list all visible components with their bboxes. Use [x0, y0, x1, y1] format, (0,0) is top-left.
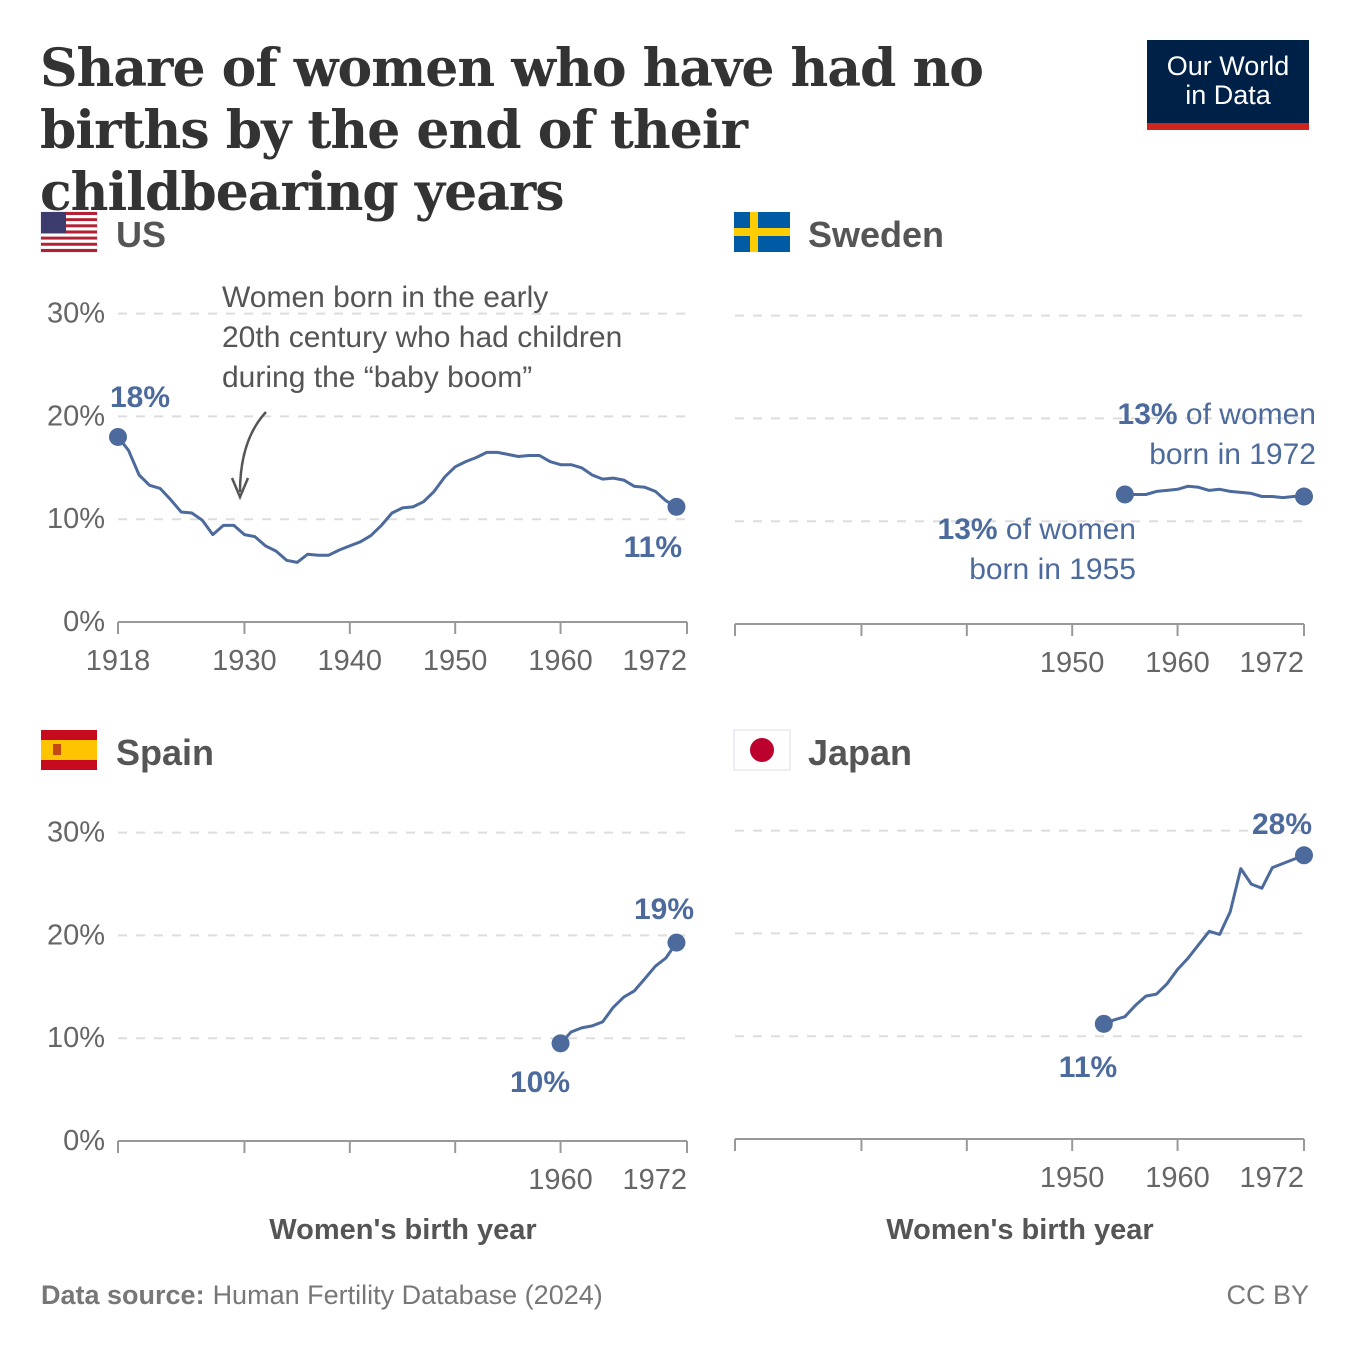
sweden-start-label-line2: born in 1955 — [969, 553, 1136, 586]
panel-japan: 1950 1960 1972 — [734, 829, 1313, 1194]
start-point — [1094, 1014, 1113, 1033]
japan-x-axis-title: Women's birth year — [886, 1214, 1153, 1246]
x-tick-label: 1972 — [622, 645, 687, 677]
x-tick-label: 1960 — [1145, 647, 1210, 679]
annotation-arrowhead-icon — [230, 477, 250, 501]
spain-end-label: 19% — [634, 893, 694, 926]
series-line — [559, 941, 678, 1045]
logo-line-2: in Data — [1185, 80, 1271, 110]
sweden-flag-icon — [734, 212, 790, 252]
japan-flag-icon — [733, 729, 791, 771]
x-tick-label: 1960 — [528, 645, 593, 677]
us-flag-icon — [40, 211, 98, 253]
us-annotation-line-3: during the “baby boom” — [222, 361, 532, 394]
y-tick-label: 20% — [47, 400, 105, 432]
japan-start-label: 11% — [1059, 1051, 1117, 1084]
us-annotation-line-1: Women born in the early — [222, 281, 548, 314]
panel-us: 0% 10% 20% 30% 1918 1930 1940 1950 1960 1972 — [47, 298, 688, 677]
panel-spain: 0% 10% 20% 30% 1960 1972 — [47, 817, 688, 1196]
spain-start-label: 10% — [510, 1066, 570, 1099]
data-source: Data source: Human Fertility Database (20… — [41, 1280, 603, 1310]
sweden-end-label-line2: born in 1972 — [1149, 438, 1316, 471]
sweden-start-pct: 13% — [938, 513, 998, 546]
us-end-label: 11% — [624, 531, 682, 564]
series-line — [1103, 853, 1305, 1026]
end-point — [1295, 487, 1313, 506]
sweden-start-label: 13% of women — [938, 513, 1136, 546]
series-line — [116, 436, 678, 564]
y-tick-label: 0% — [63, 1125, 105, 1157]
panel-title-sweden: Sweden — [808, 214, 944, 255]
panel-sweden: 1950 1960 1972 — [734, 314, 1313, 679]
sweden-end-label: 13% of women — [1118, 398, 1316, 431]
spain-flag-icon — [41, 730, 97, 770]
x-tick-label: 1960 — [1145, 1162, 1210, 1194]
logo-line-1: Our World — [1166, 51, 1290, 81]
end-point — [667, 497, 686, 516]
spain-x-axis-title: Women's birth year — [269, 1214, 536, 1246]
x-tick-label: 1960 — [528, 1164, 593, 1196]
y-tick-label: 10% — [47, 503, 105, 535]
series-line — [1124, 484, 1304, 500]
annotation-arrow-icon — [238, 411, 267, 493]
x-tick-label: 1930 — [212, 645, 277, 677]
end-point — [1295, 846, 1313, 865]
data-source-label: Data source: — [41, 1280, 205, 1310]
y-tick-label: 30% — [47, 817, 105, 849]
panel-title-us: US — [116, 214, 166, 255]
y-tick-label: 30% — [47, 298, 105, 330]
x-tick-label: 1950 — [423, 645, 488, 677]
us-start-label: 18% — [110, 381, 170, 414]
x-tick-label: 1940 — [318, 645, 383, 677]
x-tick-label: 1972 — [1239, 1162, 1304, 1194]
y-tick-label: 0% — [63, 606, 105, 638]
y-tick-label: 10% — [47, 1022, 105, 1054]
x-tick-label: 1972 — [1239, 647, 1304, 679]
sweden-end-pct: 13% — [1118, 398, 1178, 431]
end-point — [667, 933, 686, 952]
x-tick-label: 1972 — [622, 1164, 687, 1196]
us-annotation-line-2: 20th century who had children — [222, 321, 622, 354]
y-tick-label: 20% — [47, 919, 105, 951]
panel-title-japan: Japan — [808, 732, 912, 773]
license-link[interactable]: CC BY — [1226, 1280, 1309, 1310]
start-point — [109, 427, 127, 446]
data-source-text: Human Fertility Database (2024) — [213, 1280, 603, 1310]
x-tick-label: 1950 — [1040, 1162, 1105, 1194]
start-point — [551, 1034, 570, 1053]
owid-logo[interactable]: Our World in Data — [1147, 40, 1309, 130]
japan-end-label: 28% — [1252, 808, 1312, 841]
sweden-start-rest: of women — [998, 513, 1136, 546]
x-tick-label: 1950 — [1040, 647, 1105, 679]
chart-title: Share of women who have had no births by… — [40, 38, 984, 223]
sweden-end-rest: of women — [1178, 398, 1316, 431]
start-point — [1115, 485, 1134, 504]
panel-title-spain: Spain — [116, 732, 214, 773]
x-tick-label: 1918 — [86, 645, 151, 677]
